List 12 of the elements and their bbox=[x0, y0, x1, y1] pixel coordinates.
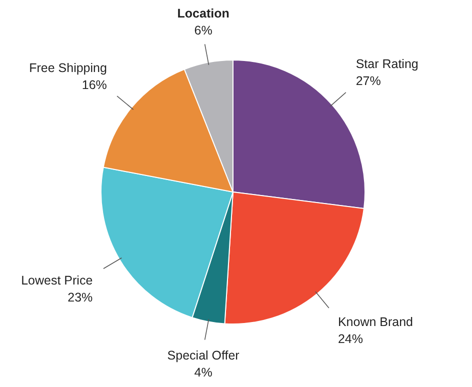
slice-label: Lowest Price bbox=[21, 274, 93, 288]
data-label: 24% bbox=[338, 332, 363, 346]
slice-label: Location bbox=[177, 6, 230, 20]
data-label: 4% bbox=[194, 366, 212, 380]
data-label: 6% bbox=[194, 23, 212, 38]
data-label: 23% bbox=[68, 290, 93, 305]
data-label: 16% bbox=[82, 78, 107, 92]
slice-label: Known Brand bbox=[338, 315, 414, 330]
slice-label: Star Rating bbox=[356, 57, 418, 72]
data-label: 27% bbox=[356, 74, 381, 88]
slice-label: Free Shipping bbox=[29, 61, 107, 76]
slice-label: Special Offer bbox=[167, 348, 240, 363]
